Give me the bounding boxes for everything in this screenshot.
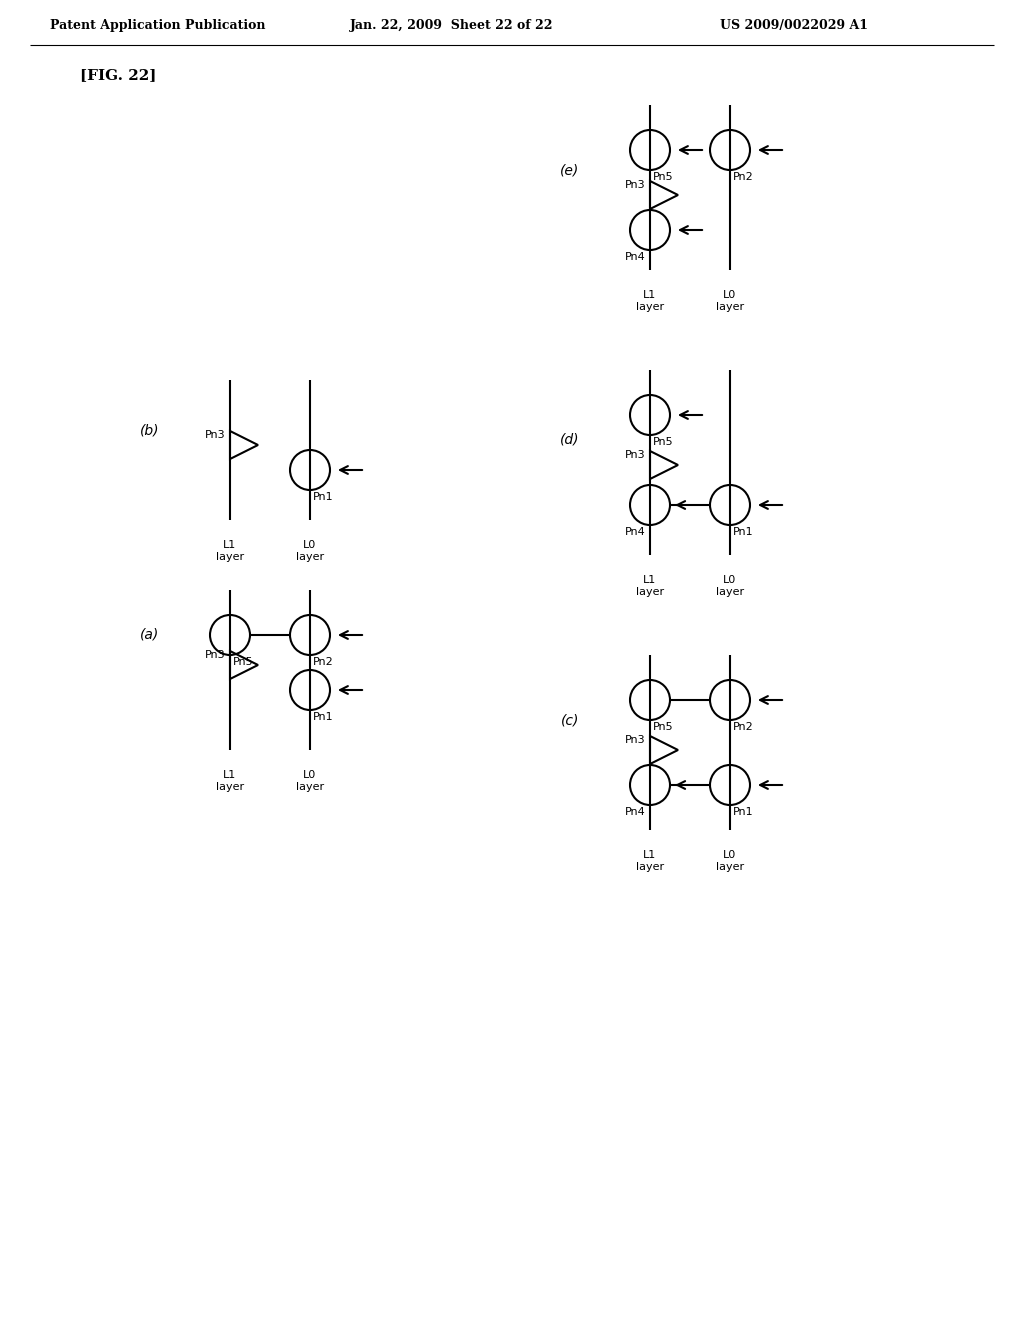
Text: L1
layer: L1 layer bbox=[216, 540, 244, 561]
Text: Patent Application Publication: Patent Application Publication bbox=[50, 18, 265, 32]
Text: Pn3: Pn3 bbox=[205, 649, 225, 660]
Text: Pn3: Pn3 bbox=[205, 430, 225, 440]
Text: L1
layer: L1 layer bbox=[636, 850, 664, 871]
Text: Pn3: Pn3 bbox=[625, 450, 645, 459]
Text: Pn2: Pn2 bbox=[733, 172, 754, 182]
Text: Pn1: Pn1 bbox=[733, 807, 754, 817]
Text: L1
layer: L1 layer bbox=[636, 290, 664, 312]
Text: (d): (d) bbox=[560, 433, 580, 447]
Text: Pn1: Pn1 bbox=[733, 527, 754, 537]
Text: Pn3: Pn3 bbox=[625, 180, 645, 190]
Text: Pn4: Pn4 bbox=[625, 252, 646, 261]
Text: L0
layer: L0 layer bbox=[716, 290, 744, 312]
Text: L1
layer: L1 layer bbox=[216, 770, 244, 792]
Text: (a): (a) bbox=[140, 628, 160, 642]
Text: (b): (b) bbox=[140, 422, 160, 437]
Text: Pn1: Pn1 bbox=[313, 711, 334, 722]
Text: Pn2: Pn2 bbox=[313, 657, 334, 667]
Text: [FIG. 22]: [FIG. 22] bbox=[80, 69, 157, 82]
Text: L0
layer: L0 layer bbox=[716, 576, 744, 597]
Text: Pn5: Pn5 bbox=[653, 722, 674, 733]
Text: (c): (c) bbox=[561, 713, 580, 727]
Text: Pn5: Pn5 bbox=[233, 657, 254, 667]
Text: Jan. 22, 2009  Sheet 22 of 22: Jan. 22, 2009 Sheet 22 of 22 bbox=[350, 18, 554, 32]
Text: Pn1: Pn1 bbox=[313, 492, 334, 502]
Text: L0
layer: L0 layer bbox=[296, 770, 324, 792]
Text: Pn3: Pn3 bbox=[625, 735, 645, 744]
Text: Pn5: Pn5 bbox=[653, 437, 674, 447]
Text: Pn5: Pn5 bbox=[653, 172, 674, 182]
Text: L0
layer: L0 layer bbox=[296, 540, 324, 561]
Text: Pn4: Pn4 bbox=[625, 807, 646, 817]
Text: US 2009/0022029 A1: US 2009/0022029 A1 bbox=[720, 18, 868, 32]
Text: Pn4: Pn4 bbox=[625, 527, 646, 537]
Text: L1
layer: L1 layer bbox=[636, 576, 664, 597]
Text: L0
layer: L0 layer bbox=[716, 850, 744, 871]
Text: (e): (e) bbox=[560, 162, 580, 177]
Text: Pn2: Pn2 bbox=[733, 722, 754, 733]
